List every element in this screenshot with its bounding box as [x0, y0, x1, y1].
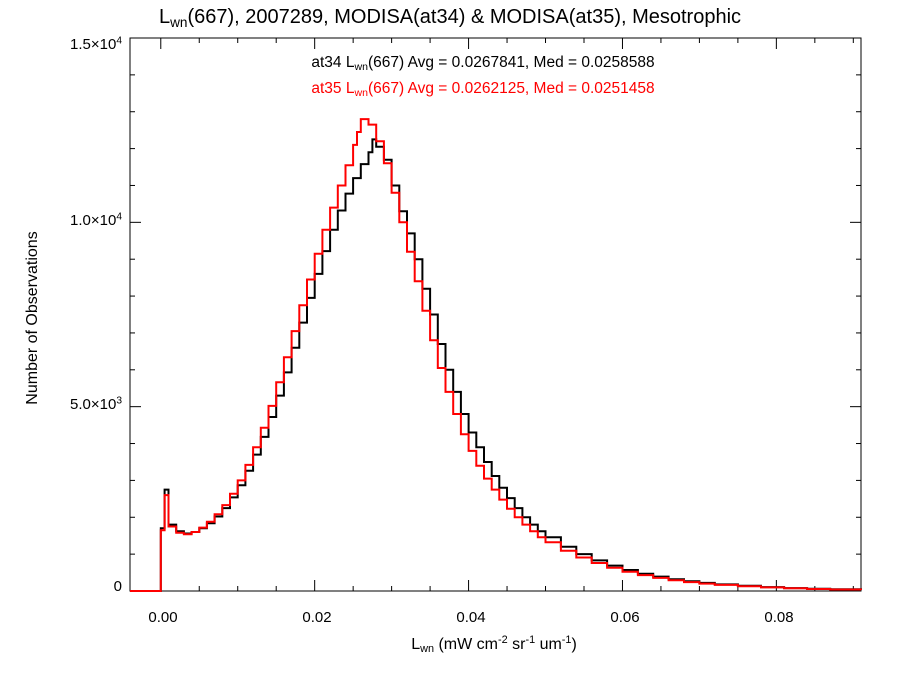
x-tick-label: 0.06 — [610, 609, 640, 626]
stat-at35: at35 Lwn(667) Avg = 0.0262125, Med = 0.0… — [311, 80, 655, 99]
series-line-at34 — [130, 138, 862, 592]
y-tick-label: 1.5×104 — [70, 35, 122, 53]
plot-frame — [129, 37, 862, 592]
x-tick-label: 0.08 — [764, 609, 794, 626]
series-line-at35 — [130, 118, 862, 592]
y-tick-label: 5.0×103 — [70, 395, 122, 413]
y-tick-label: 0 — [113, 578, 122, 595]
x-tick-label: 0.04 — [456, 609, 486, 626]
chart-title: Lwn(667), 2007289, MODISA(at34) & MODISA… — [158, 6, 742, 30]
x-tick-label: 0.02 — [302, 609, 332, 626]
y-tick-label: 1.0×104 — [70, 211, 122, 229]
x-axis-label: Lwn (mW cm-2 sr-1 um-1) — [411, 634, 577, 656]
x-tick-label: 0.00 — [148, 609, 178, 626]
stat-at34: at34 Lwn(667) Avg = 0.0267841, Med = 0.0… — [311, 54, 655, 73]
y-axis-label: Number of Observations — [24, 231, 41, 405]
